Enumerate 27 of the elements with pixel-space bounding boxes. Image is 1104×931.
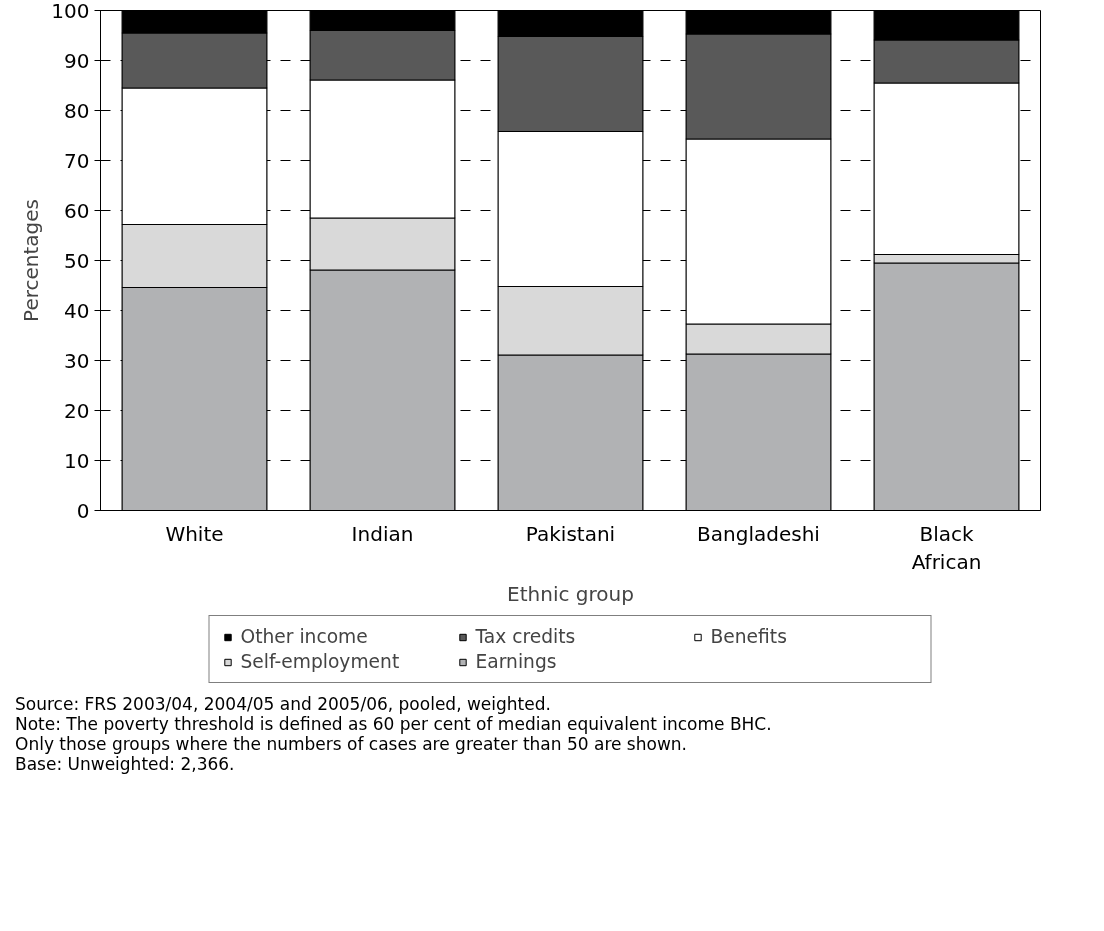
y-tick-label: 90 bbox=[64, 48, 90, 73]
annotation: Note: The poverty threshold is defined as 60 per cent of median equivalent income BHC. bbox=[15, 714, 772, 734]
legend-label: Other income bbox=[240, 626, 369, 647]
y-tick-label: 10 bbox=[64, 448, 90, 473]
x-tick-label: Bangladeshi bbox=[697, 521, 820, 546]
annotation: Only those groups where the numbers of cases are greater than 50 are shown. bbox=[15, 734, 688, 754]
y-tick-label: 70 bbox=[64, 148, 90, 173]
legend-label: Earnings bbox=[475, 651, 558, 672]
annotation: Base: Unweighted: 2,366. bbox=[15, 754, 236, 774]
x-tick-label: Pakistani bbox=[525, 521, 616, 546]
y-tick-label: 50 bbox=[64, 248, 90, 273]
y-tick-label: 60 bbox=[64, 198, 90, 223]
y-tick-label: 20 bbox=[64, 398, 90, 423]
x-tick-label: Indian bbox=[351, 521, 414, 546]
annotation: Source: FRS 2003/04, 2004/05 and 2005/06, pooled, weighted. bbox=[15, 694, 552, 714]
y-axis-title: Percentages bbox=[19, 199, 44, 322]
y-tick-label: 30 bbox=[64, 348, 90, 373]
legend-label: Tax credits bbox=[475, 626, 577, 647]
y-tick-label: 0 bbox=[76, 498, 90, 523]
y-tick-label: 40 bbox=[64, 298, 90, 323]
x-axis-title: Ethnic group bbox=[507, 582, 634, 607]
legend-label: Benefits bbox=[710, 626, 788, 647]
y-tick-label: 100 bbox=[51, 0, 90, 23]
y-tick-label: 80 bbox=[64, 98, 90, 123]
x-tick-label: White bbox=[165, 521, 224, 546]
x-tick-label: Black African bbox=[911, 521, 982, 575]
legend-label: Self-employment bbox=[240, 651, 401, 672]
